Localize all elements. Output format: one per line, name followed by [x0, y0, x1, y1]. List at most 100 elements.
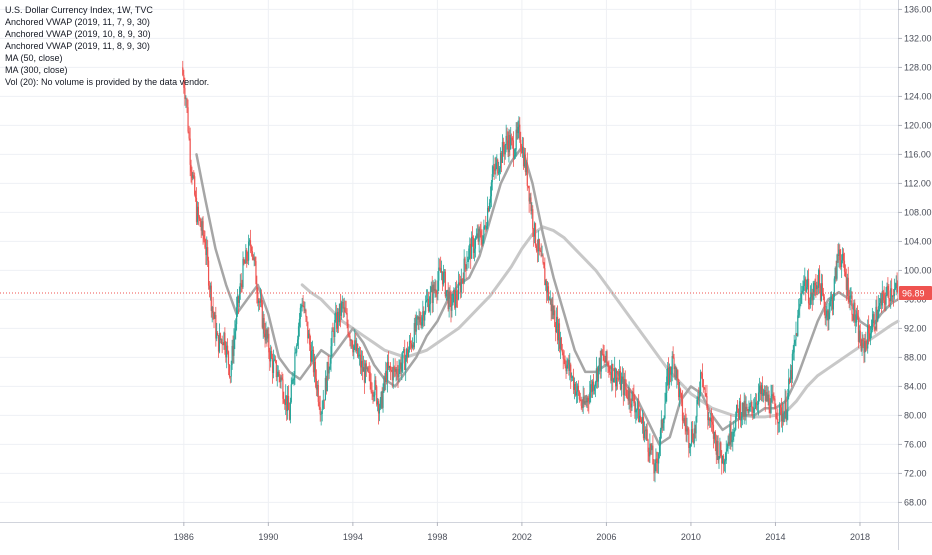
- candle-body: [233, 338, 235, 356]
- candle-body: [240, 283, 242, 285]
- candle-body: [243, 259, 245, 264]
- candle-body: [230, 365, 232, 377]
- candle-body: [603, 354, 605, 361]
- candle-body: [712, 424, 715, 439]
- ma-300-line[interactable]: [300, 225, 900, 419]
- candle-body: [282, 379, 284, 399]
- candle-body: [598, 358, 600, 366]
- candle-body: [379, 399, 381, 409]
- candle-body: [790, 370, 793, 380]
- candle-body: [590, 384, 592, 393]
- candle-body: [608, 365, 610, 372]
- candle-body: [239, 283, 241, 295]
- candle-body: [866, 342, 868, 349]
- candle-body: [231, 345, 233, 366]
- candle-body: [330, 346, 332, 364]
- candle-body: [402, 351, 404, 364]
- candle-body: [878, 303, 881, 306]
- candle-body: [698, 396, 700, 398]
- candle-body: [196, 206, 199, 223]
- candle-body: [807, 278, 810, 304]
- y-tick-label: 72.00: [904, 468, 927, 478]
- candle-body: [476, 233, 478, 237]
- candle-body: [629, 390, 631, 404]
- candle-body: [531, 209, 533, 212]
- ma-50-line[interactable]: [195, 145, 900, 446]
- candle-body: [437, 280, 439, 294]
- last-price-badge: [899, 285, 932, 300]
- candle-body: [734, 429, 736, 432]
- candle-body: [335, 312, 337, 321]
- candle-body: [689, 446, 691, 448]
- candle-body: [426, 298, 429, 301]
- candle-body: [336, 312, 338, 329]
- candle-body: [648, 451, 650, 457]
- chart-title: U.S. Dollar Currency Index, 1W, TVC: [5, 5, 153, 15]
- candle-body: [378, 408, 381, 414]
- candle-body: [205, 247, 207, 256]
- candle-body: [810, 292, 812, 297]
- candle-body: [752, 407, 754, 413]
- x-tick-label: 2006: [596, 532, 616, 542]
- price-series-group: [182, 60, 899, 483]
- candle-body: [395, 369, 397, 372]
- legend-item-vwap-1[interactable]: Anchored VWAP (2019, 11, 7, 9, 30): [5, 17, 150, 27]
- candle-body: [654, 463, 656, 474]
- candle-body: [726, 448, 728, 452]
- candle-body: [849, 295, 851, 303]
- candle-body: [412, 344, 414, 348]
- candle-body: [558, 323, 561, 349]
- candle-body: [439, 267, 441, 269]
- candle-body: [824, 308, 826, 319]
- candle-body: [477, 233, 479, 242]
- candle-body: [411, 344, 414, 348]
- candle-body: [285, 395, 287, 405]
- legend-item-ma-300[interactable]: MA (300, close): [5, 65, 68, 75]
- candle-body: [621, 376, 623, 380]
- candle-body: [241, 284, 243, 288]
- candle-body: [298, 318, 301, 327]
- candle-body: [545, 280, 547, 286]
- candle-body: [352, 347, 354, 353]
- candle-body: [617, 378, 620, 380]
- candle-body: [247, 260, 249, 261]
- candle-body: [565, 366, 567, 372]
- candle-body: [847, 277, 849, 301]
- legend-item-ma-50[interactable]: MA (50, close): [5, 53, 63, 63]
- legend-item-volume[interactable]: Vol (20): No volume is provided by the d…: [5, 77, 210, 87]
- candle-body: [539, 249, 541, 251]
- candle-body: [610, 372, 612, 381]
- y-tick-label: 124.00: [904, 91, 932, 101]
- candle-body: [262, 318, 264, 328]
- candle-body: [279, 376, 281, 382]
- candle-body: [256, 284, 258, 294]
- candle-body: [732, 432, 734, 440]
- candle-body: [452, 293, 454, 306]
- candle-body: [254, 257, 256, 262]
- candle-body: [774, 398, 776, 409]
- candle-body: [845, 276, 847, 290]
- legend-item-vwap-2[interactable]: Anchored VWAP (2019, 10, 8, 9, 30): [5, 29, 151, 39]
- candle-body: [686, 428, 688, 432]
- candle-body: [273, 359, 276, 361]
- candle-body: [288, 409, 291, 420]
- candle-body: [470, 243, 472, 259]
- candle-body: [890, 288, 892, 302]
- candle-body: [856, 316, 859, 319]
- candle-body: [697, 396, 699, 400]
- y-tick-label: 84.00: [904, 381, 927, 391]
- candle-body: [516, 129, 518, 134]
- candle-body: [398, 368, 400, 378]
- candle-body: [366, 367, 368, 370]
- candle-body: [482, 235, 484, 245]
- candle-body: [870, 330, 873, 334]
- y-tick-label: 92.00: [904, 323, 927, 333]
- candle-body: [757, 392, 760, 405]
- candle-body: [197, 206, 199, 217]
- candle-body: [423, 311, 425, 321]
- candle-body: [381, 392, 383, 408]
- legend-item-vwap-3[interactable]: Anchored VWAP (2019, 11, 8, 9, 30): [5, 41, 150, 51]
- candle-body: [226, 345, 229, 352]
- candle-body: [803, 281, 805, 287]
